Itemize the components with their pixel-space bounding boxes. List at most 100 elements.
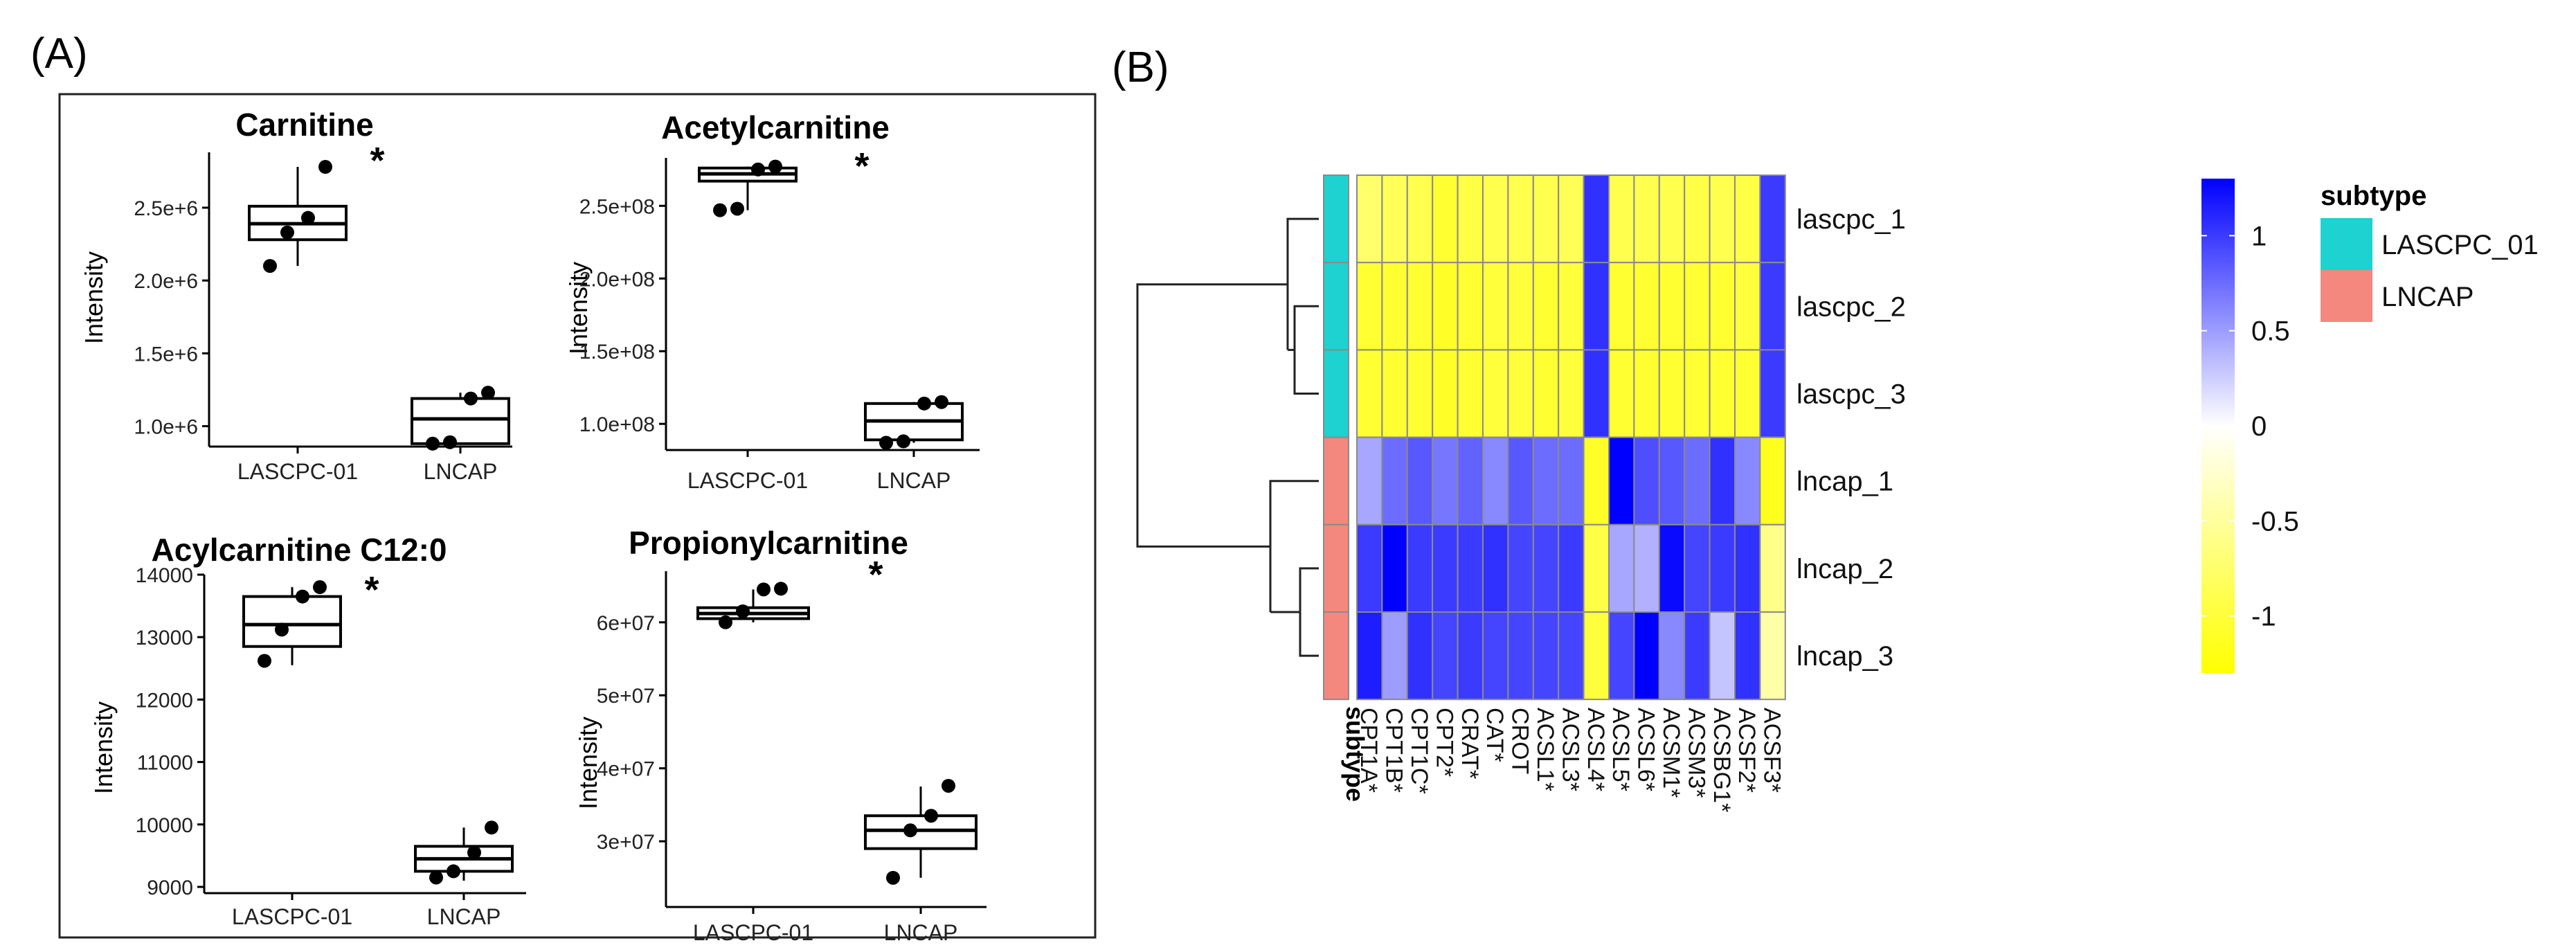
colorbar-tick-label: -0.5	[2251, 506, 2299, 537]
legend-swatch	[2321, 218, 2372, 270]
y-tick-label: 1.5e+6	[134, 343, 198, 366]
heatmap-cell	[1482, 611, 1509, 701]
y-axis-label: Intensity	[80, 251, 108, 344]
heatmap-cell	[1457, 523, 1484, 613]
heatmap-cell	[1532, 523, 1560, 613]
heatmap-cell	[1658, 436, 1686, 526]
boxplot-1: Carnitine Intensity 1.0e+6 1.5e+6 2.0e+6 2.5e…	[80, 107, 512, 484]
data-point	[736, 604, 750, 618]
heatmap-cell	[1633, 436, 1660, 526]
data-point	[879, 435, 893, 450]
data-point	[313, 580, 327, 595]
heatmap-row-label: lncap_2	[1796, 554, 1893, 584]
heatmap-cell	[1734, 349, 1761, 438]
subtype-annotation-cell	[1323, 262, 1349, 351]
y-tick-label: 12000	[136, 689, 193, 712]
heatmap-cell	[1709, 262, 1736, 351]
heatmap-cell	[1583, 436, 1610, 526]
heatmap-cell	[1356, 611, 1383, 701]
data-point	[263, 259, 277, 273]
data-point	[924, 809, 938, 823]
data-point	[719, 615, 732, 629]
heatmap-cell	[1658, 523, 1686, 613]
y-tick-label: 14000	[136, 564, 193, 587]
y-axis-label: Intensity	[89, 701, 118, 794]
data-point	[886, 870, 900, 885]
significance-star: *	[868, 554, 883, 595]
dendrogram-branch	[1293, 305, 1319, 395]
heatmap-cell	[1558, 349, 1585, 438]
heatmap-col-label: ACSL3*	[1557, 708, 1583, 791]
legend-swatch	[2321, 270, 2372, 322]
data-point	[443, 435, 457, 449]
heatmap-cell	[1759, 523, 1786, 613]
heatmap-cell	[1734, 523, 1761, 613]
heatmap-col-label: ACSL4*	[1583, 708, 1609, 791]
heatmap-cell	[1432, 174, 1459, 264]
heatmap-cell	[1558, 611, 1585, 701]
data-point	[318, 160, 332, 174]
heatmap-cell	[1482, 349, 1509, 438]
legend-title: subtype	[2321, 181, 2426, 211]
heatmap-cell	[1432, 262, 1459, 351]
y-tick-label: 2.0e+08	[579, 268, 655, 291]
heatmap-cell	[1583, 174, 1610, 264]
heatmap-col-label: ACSF2*	[1733, 708, 1760, 793]
boxplot-2: Acetylcarnitine Intensity 1.0e+08 1.5e+08 2.…	[564, 109, 980, 493]
dendrogram-branch	[1286, 217, 1319, 350]
heatmap-cell	[1558, 174, 1585, 264]
significance-star: *	[854, 145, 869, 187]
subtype-annotation-cell	[1323, 436, 1349, 526]
heatmap-cell	[1759, 262, 1786, 351]
heatmap-cell	[1633, 611, 1660, 701]
heatmap-cell	[1734, 436, 1761, 526]
heatmap-cell	[1608, 436, 1635, 526]
heatmap-cell	[1457, 349, 1484, 438]
heatmap-col-label: CRAT*	[1457, 708, 1483, 779]
colorbar-tick-label: 0	[2251, 411, 2267, 442]
data-point	[768, 159, 782, 174]
heatmap-cell	[1432, 523, 1459, 613]
heatmap-cell	[1432, 436, 1459, 526]
heatmap-cell	[1457, 436, 1484, 526]
heatmap-cell	[1482, 262, 1509, 351]
heatmap-col-label: CPT1A*	[1355, 708, 1382, 793]
y-tick-label: 1.0e+6	[134, 416, 198, 439]
legend-label: LASCPC_01	[2381, 230, 2539, 260]
heatmap-cell	[1583, 349, 1610, 438]
heatmap-cell	[1709, 523, 1736, 613]
heatmap-cell	[1558, 436, 1585, 526]
data-point	[258, 654, 271, 668]
heatmap-cell	[1633, 174, 1660, 264]
heatmap-row-label: lascpc_2	[1796, 291, 1906, 322]
data-point	[301, 210, 315, 225]
y-tick-label: 5e+07	[597, 685, 655, 708]
heatmap-cell	[1532, 436, 1560, 526]
heatmap-cell	[1356, 349, 1383, 438]
legend-label: LNCAP	[2381, 282, 2474, 312]
data-point	[730, 201, 744, 216]
chart-title: Acylcarnitine C12:0	[152, 532, 447, 568]
heatmap-cell	[1608, 523, 1635, 613]
data-point	[917, 396, 931, 411]
subtype-annotation-label: subtype	[1341, 706, 1369, 802]
heatmap-cell	[1734, 262, 1761, 351]
panel-a-frame	[58, 93, 1097, 939]
heatmap-cell	[1356, 174, 1383, 264]
heatmap-cell	[1658, 174, 1686, 264]
box-rect	[411, 397, 510, 445]
heatmap-col-label: ACSF3*	[1759, 708, 1785, 793]
x-tick-label: LASCPC-01	[237, 459, 358, 484]
heatmap-cell	[1684, 523, 1711, 613]
data-point	[464, 391, 478, 406]
dendrogram-branch	[1269, 480, 1319, 612]
x-tick-label: LNCAP	[424, 459, 498, 484]
heatmap-cell	[1406, 349, 1434, 438]
subtype-annotation-cell	[1323, 349, 1349, 438]
data-point	[935, 395, 948, 409]
heatmap-cell	[1507, 349, 1534, 438]
heatmap-cell	[1734, 611, 1761, 701]
heatmap-cell	[1432, 349, 1459, 438]
heatmap-cell	[1583, 523, 1610, 613]
